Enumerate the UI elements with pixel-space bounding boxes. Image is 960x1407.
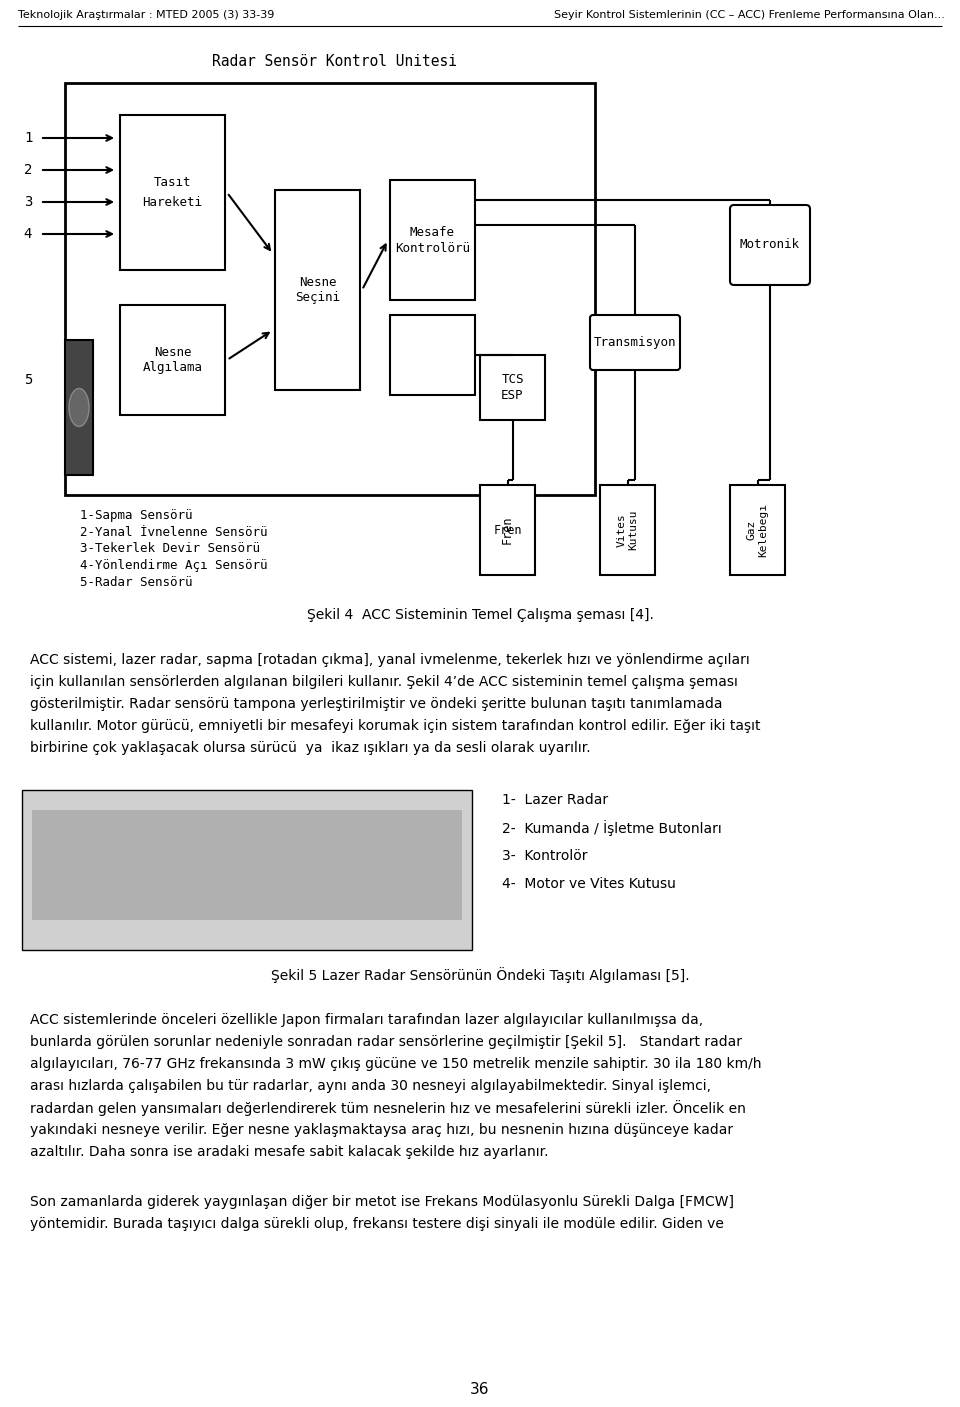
Text: 2-Yanal İvnelenne Sensörü: 2-Yanal İvnelenne Sensörü (80, 525, 268, 539)
Bar (32, 810, 462, 920)
Bar (730, 485, 785, 575)
Text: 1: 1 (24, 131, 33, 145)
Text: Fren: Fren (501, 516, 514, 545)
Text: Şekil 5 Lazer Radar Sensörünün Öndeki Taşıtı Algılaması [5].: Şekil 5 Lazer Radar Sensörünün Öndeki Ta… (271, 967, 689, 983)
Text: azaltılır. Daha sonra ise aradaki mesafe sabit kalacak şekilde hız ayarlanır.: azaltılır. Daha sonra ise aradaki mesafe… (30, 1145, 548, 1159)
Text: Motronik: Motronik (740, 239, 800, 252)
Bar (275, 190, 360, 390)
Text: Vites
Kutusu: Vites Kutusu (616, 509, 638, 550)
Text: Fren: Fren (493, 523, 521, 536)
Text: kullanılır. Motor gürücü, emniyetli bir mesafeyi korumak için sistem tarafından : kullanılır. Motor gürücü, emniyetli bir … (30, 719, 760, 733)
Text: ESP: ESP (501, 388, 524, 402)
Text: 3-  Kontrolör: 3- Kontrolör (502, 848, 588, 862)
Text: 4-  Motor ve Vites Kutusu: 4- Motor ve Vites Kutusu (502, 877, 676, 891)
Text: Seçini: Seçini (295, 291, 340, 304)
Text: Hareketi: Hareketi (142, 196, 203, 210)
Text: Gaz
Kelebegı: Gaz Kelebegı (747, 502, 768, 557)
Text: yöntemidir. Burada taşıyıcı dalga sürekli olup, frekansı testere dişi sinyali il: yöntemidir. Burada taşıyıcı dalga sürekl… (30, 1217, 724, 1231)
Ellipse shape (69, 388, 89, 426)
Bar (22, 789, 472, 950)
Bar (120, 305, 225, 415)
Text: arası hızlarda çalışabilen bu tür radarlar, aynı anda 30 nesneyi algılayabilmekt: arası hızlarda çalışabilen bu tür radarl… (30, 1079, 711, 1093)
Text: 5-Radar Sensörü: 5-Radar Sensörü (80, 577, 193, 590)
FancyBboxPatch shape (730, 205, 810, 286)
FancyBboxPatch shape (590, 315, 680, 370)
Text: ACC sistemlerinde önceleri özellikle Japon firmaları tarafından lazer algılayıcı: ACC sistemlerinde önceleri özellikle Jap… (30, 1013, 703, 1027)
Bar (600, 485, 655, 575)
Text: 2-  Kumanda / İşletme Butonları: 2- Kumanda / İşletme Butonları (502, 820, 722, 836)
Text: Nesne: Nesne (299, 276, 336, 288)
Text: gösterilmiştir. Radar sensörü tampona yerleştirilmiştir ve öndeki şeritte buluna: gösterilmiştir. Radar sensörü tampona ye… (30, 696, 723, 711)
Text: 1-  Lazer Radar: 1- Lazer Radar (502, 794, 608, 808)
Bar (480, 485, 535, 575)
Text: ACC sistemi, lazer radar, sapma [rotadan çıkma], yanal ivmelenme, tekerlek hızı : ACC sistemi, lazer radar, sapma [rotadan… (30, 653, 750, 667)
Text: için kullanılan sensörlerden algılanan bilgileri kullanır. Şekil 4’de ACC sistem: için kullanılan sensörlerden algılanan b… (30, 675, 738, 689)
Text: Nesne: Nesne (154, 346, 191, 359)
Text: 5: 5 (24, 373, 33, 387)
Text: 4: 4 (24, 227, 33, 241)
Bar (390, 315, 475, 395)
Text: Son zamanlarda giderek yaygınlaşan diğer bir metot ise Frekans Modülasyonlu Süre: Son zamanlarda giderek yaygınlaşan diğer… (30, 1195, 734, 1209)
Text: Radar Sensör Kontrol Unitesi: Radar Sensör Kontrol Unitesi (212, 55, 458, 69)
Text: Şekil 4  ACC Sisteminin Temel Çalışma şeması [4].: Şekil 4 ACC Sisteminin Temel Çalışma şem… (306, 608, 654, 622)
Text: Teknolojik Araştırmalar : MTED 2005 (3) 33-39: Teknolojik Araştırmalar : MTED 2005 (3) … (18, 10, 275, 20)
Text: Tasıt: Tasıt (154, 176, 191, 189)
Text: 1-Sapma Sensörü: 1-Sapma Sensörü (80, 508, 193, 522)
Text: radardan gelen yansımaları değerlendirerek tüm nesnelerin hız ve mesafelerini sü: radardan gelen yansımaları değerlendirer… (30, 1100, 746, 1116)
Bar (120, 115, 225, 270)
Text: bunlarda görülen sorunlar nedeniyle sonradan radar sensörlerine geçilmiştir [Şek: bunlarda görülen sorunlar nedeniyle sonr… (30, 1036, 742, 1050)
Text: 4-Yönlendirme Açı Sensörü: 4-Yönlendirme Açı Sensörü (80, 560, 268, 573)
Bar (480, 355, 545, 421)
Text: Kontrolörü: Kontrolörü (395, 242, 470, 255)
Text: 3-Tekerlek Devir Sensörü: 3-Tekerlek Devir Sensörü (80, 543, 260, 556)
Bar (65, 340, 93, 476)
Text: yakındaki nesneye verilir. Eğer nesne yaklaşmaktaysa araç hızı, bu nesnenin hızı: yakındaki nesneye verilir. Eğer nesne ya… (30, 1123, 733, 1137)
Text: birbirine çok yaklaşacak olursa sürücü  ya  ikaz ışıkları ya da sesli olarak uya: birbirine çok yaklaşacak olursa sürücü y… (30, 741, 590, 756)
Text: TCS: TCS (501, 373, 524, 386)
Text: 36: 36 (470, 1382, 490, 1397)
Text: algılayıcıları, 76-77 GHz frekansında 3 mW çıkış gücüne ve 150 metrelik menzile : algılayıcıları, 76-77 GHz frekansında 3 … (30, 1057, 761, 1071)
Text: 2: 2 (24, 163, 33, 177)
Text: 3: 3 (24, 196, 33, 210)
Text: Seyir Kontrol Sistemlerinin (CC – ACC) Frenleme Performansına Olan...: Seyir Kontrol Sistemlerinin (CC – ACC) F… (554, 10, 945, 20)
Text: Algılama: Algılama (142, 362, 203, 374)
Text: Mesafe: Mesafe (410, 225, 455, 239)
Bar (390, 180, 475, 300)
Text: Transmisyon: Transmisyon (593, 336, 676, 349)
Bar (65, 83, 595, 495)
